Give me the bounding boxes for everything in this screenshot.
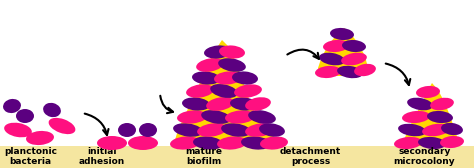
Ellipse shape: [427, 111, 453, 123]
Ellipse shape: [43, 103, 61, 117]
Ellipse shape: [422, 124, 450, 136]
Ellipse shape: [319, 53, 345, 65]
Text: secondary
microcolony: secondary microcolony: [393, 147, 455, 166]
Ellipse shape: [210, 84, 238, 98]
Ellipse shape: [197, 123, 227, 137]
Ellipse shape: [234, 84, 262, 98]
Ellipse shape: [192, 71, 220, 85]
Bar: [0, 146, 474, 168]
Ellipse shape: [225, 110, 255, 124]
Ellipse shape: [139, 123, 157, 137]
Ellipse shape: [248, 110, 276, 124]
Ellipse shape: [398, 124, 426, 136]
Ellipse shape: [49, 118, 75, 134]
Ellipse shape: [170, 136, 200, 150]
Ellipse shape: [416, 86, 440, 98]
Ellipse shape: [186, 84, 214, 98]
Ellipse shape: [245, 123, 275, 137]
Ellipse shape: [97, 136, 127, 150]
Polygon shape: [402, 83, 458, 146]
Text: initial
adhesion: initial adhesion: [79, 147, 125, 166]
Ellipse shape: [330, 28, 354, 40]
Ellipse shape: [354, 64, 376, 76]
Ellipse shape: [16, 109, 34, 123]
Ellipse shape: [232, 71, 258, 85]
Text: mature
biofilm: mature biofilm: [185, 147, 222, 166]
Ellipse shape: [341, 53, 367, 65]
Ellipse shape: [182, 97, 210, 111]
Ellipse shape: [259, 123, 285, 137]
Ellipse shape: [418, 137, 446, 149]
Ellipse shape: [196, 58, 224, 72]
Ellipse shape: [217, 136, 247, 150]
Ellipse shape: [241, 136, 271, 150]
Ellipse shape: [3, 99, 21, 113]
Ellipse shape: [4, 123, 32, 137]
Ellipse shape: [440, 136, 464, 148]
Ellipse shape: [201, 110, 231, 124]
Ellipse shape: [402, 111, 430, 123]
Ellipse shape: [323, 40, 349, 52]
Ellipse shape: [204, 45, 232, 59]
Ellipse shape: [260, 136, 288, 150]
Polygon shape: [175, 40, 280, 146]
Polygon shape: [318, 28, 368, 76]
Ellipse shape: [26, 131, 54, 145]
Ellipse shape: [394, 137, 422, 149]
Text: planctonic
bacteria: planctonic bacteria: [4, 147, 57, 166]
Ellipse shape: [221, 123, 251, 137]
Ellipse shape: [118, 123, 136, 137]
Ellipse shape: [177, 110, 207, 124]
Text: detachment
process: detachment process: [280, 147, 341, 166]
Ellipse shape: [441, 123, 463, 135]
Ellipse shape: [219, 45, 245, 59]
Ellipse shape: [245, 97, 271, 111]
Ellipse shape: [214, 71, 242, 85]
Ellipse shape: [230, 97, 258, 111]
Ellipse shape: [173, 123, 203, 137]
Ellipse shape: [342, 40, 366, 52]
Ellipse shape: [430, 98, 454, 110]
Ellipse shape: [315, 66, 341, 78]
Ellipse shape: [337, 66, 363, 78]
Ellipse shape: [128, 136, 158, 150]
Ellipse shape: [218, 58, 246, 72]
Ellipse shape: [206, 97, 234, 111]
Ellipse shape: [193, 136, 223, 150]
Ellipse shape: [407, 98, 433, 110]
